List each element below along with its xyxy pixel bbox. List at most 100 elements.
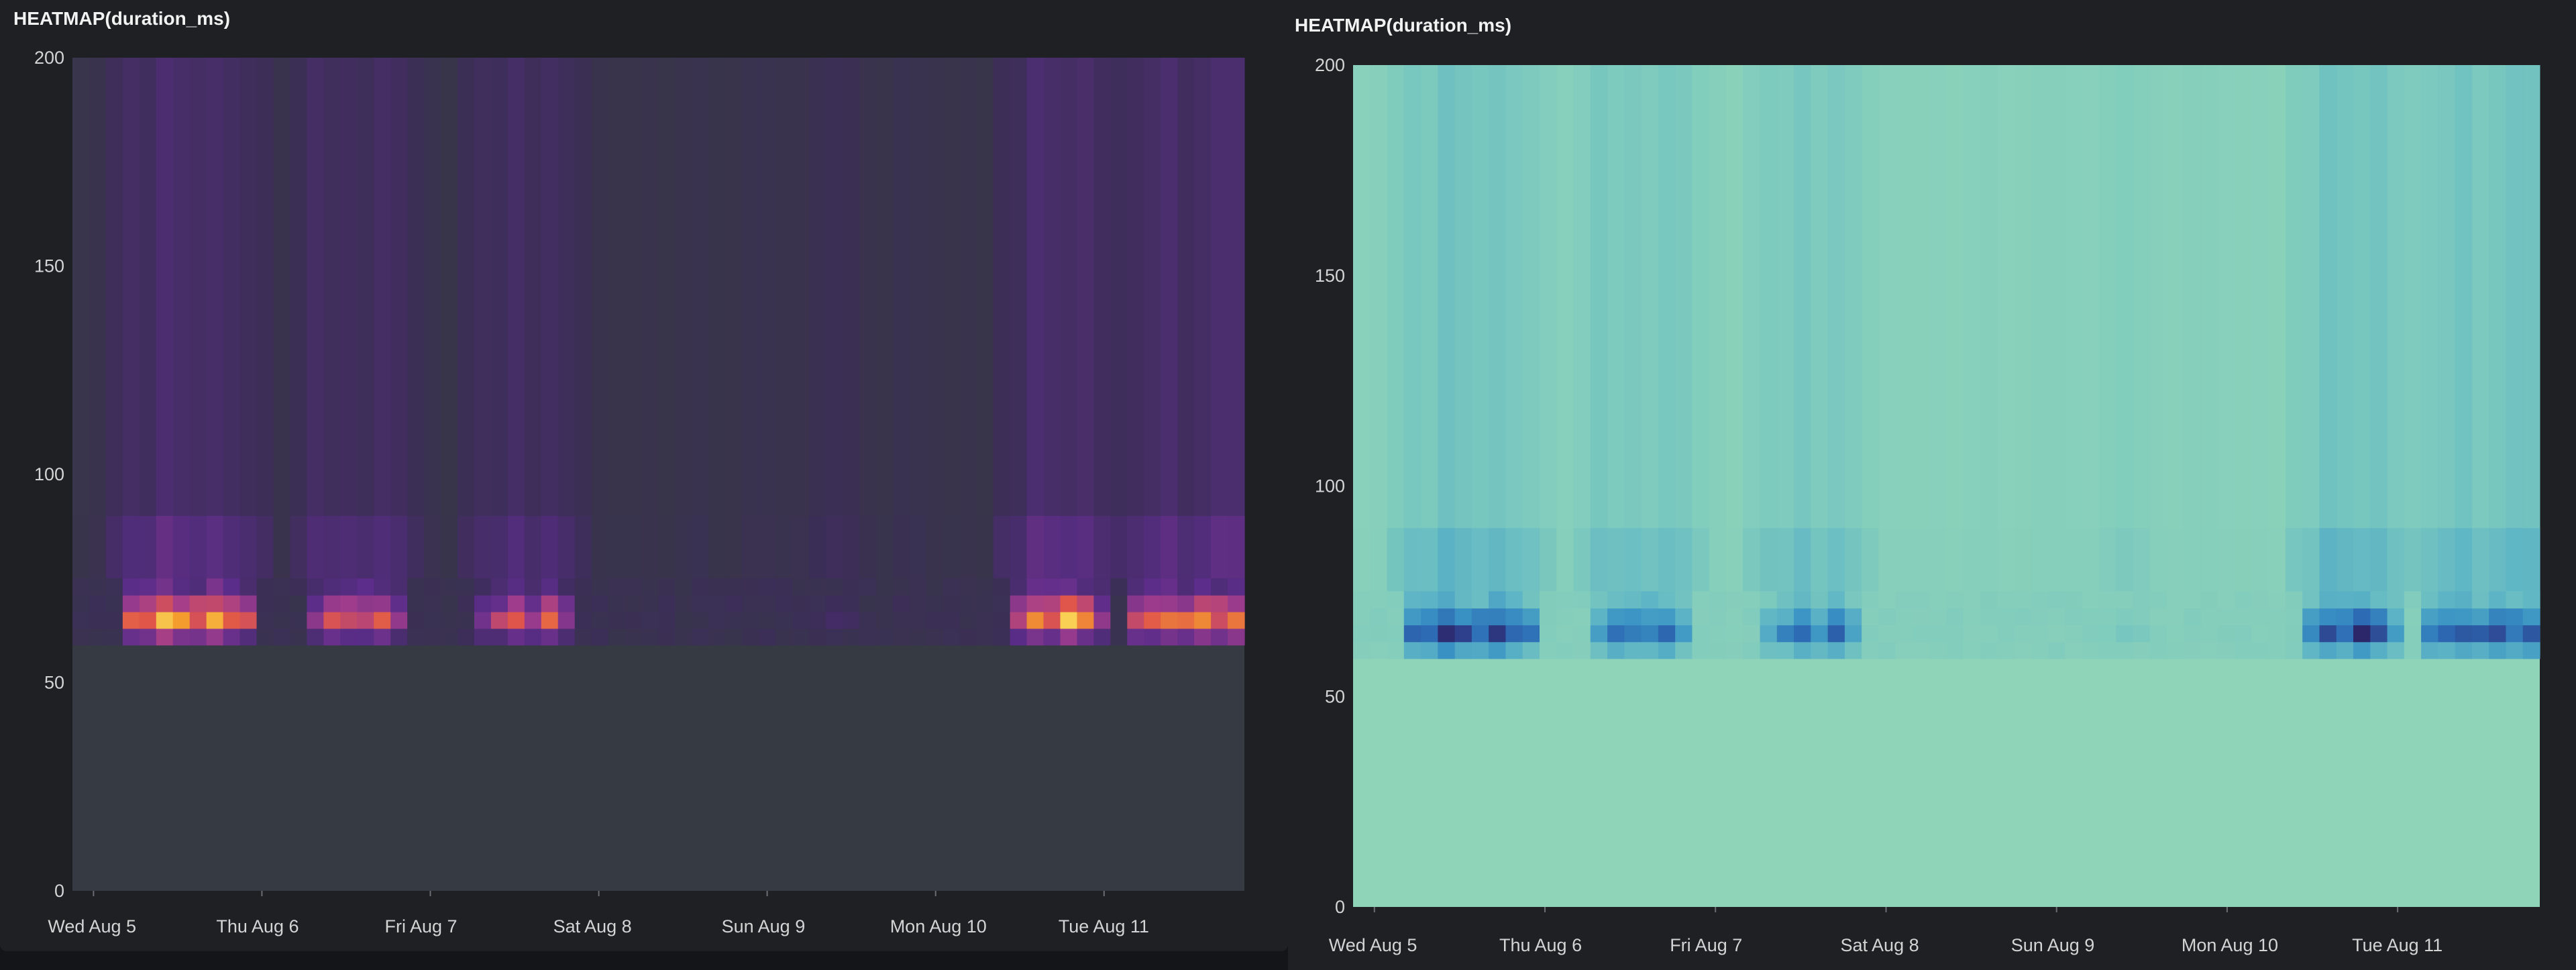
heatmap-cell[interactable] [524, 628, 542, 646]
heatmap-cell[interactable] [2387, 591, 2405, 609]
heatmap-cell[interactable] [742, 611, 759, 629]
heatmap-cell[interactable] [759, 628, 776, 646]
heatmap-cell[interactable] [374, 611, 391, 629]
heatmap-cell[interactable] [1590, 641, 1608, 659]
heatmap-cell[interactable] [323, 628, 341, 646]
heatmap-cell[interactable] [390, 611, 408, 629]
heatmap-cell[interactable] [72, 611, 90, 629]
heatmap-cell[interactable] [792, 595, 810, 612]
heatmap-cell[interactable] [574, 628, 592, 646]
heatmap-cell[interactable] [1776, 591, 1794, 609]
heatmap-cell[interactable] [1522, 608, 1540, 626]
heatmap-cell[interactable] [72, 595, 90, 612]
heatmap-cell[interactable] [809, 628, 826, 646]
heatmap-cell[interactable] [507, 578, 525, 596]
heatmap-cell[interactable] [625, 578, 643, 596]
heatmap-cell[interactable] [1692, 625, 1710, 643]
heatmap-cell[interactable] [608, 595, 626, 612]
heatmap-cell[interactable] [1489, 591, 1507, 609]
heatmap-cell[interactable] [156, 628, 174, 646]
heatmap-cell[interactable] [2285, 591, 2303, 609]
heatmap-cell[interactable] [256, 595, 274, 612]
heatmap-cell[interactable] [875, 611, 894, 629]
heatmap-cell[interactable] [105, 578, 123, 596]
heatmap-cell[interactable] [1144, 611, 1161, 629]
heatmap-cell[interactable] [1862, 608, 1880, 626]
heatmap-cell[interactable] [1573, 608, 1591, 626]
heatmap-cell[interactable] [2489, 591, 2507, 609]
heatmap-cell[interactable] [1421, 641, 1438, 659]
heatmap-cell[interactable] [641, 628, 659, 646]
heatmap-cell[interactable] [2082, 625, 2100, 643]
heatmap-cell[interactable] [725, 628, 743, 646]
heatmap-cell[interactable] [357, 595, 374, 612]
heatmap-cell[interactable] [1093, 595, 1111, 612]
heatmap-cell[interactable] [1692, 591, 1710, 609]
heatmap-cell[interactable] [424, 595, 441, 612]
heatmap-cell[interactable] [708, 628, 726, 646]
heatmap-cell[interactable] [976, 595, 994, 612]
heatmap-cell[interactable] [1658, 591, 1676, 609]
heatmap-cell[interactable] [1912, 625, 1930, 643]
heatmap-cell[interactable] [541, 595, 559, 612]
heatmap-cell[interactable] [89, 595, 107, 612]
heatmap-cell[interactable] [490, 628, 508, 646]
heatmap-cell[interactable] [2014, 641, 2032, 659]
heatmap-cell[interactable] [2421, 608, 2438, 626]
heatmap-cell[interactable] [1454, 625, 1472, 643]
heatmap-cell[interactable] [1963, 641, 1981, 659]
heatmap-cell[interactable] [2149, 625, 2167, 643]
heatmap-cell[interactable] [2268, 608, 2286, 626]
heatmap-cell[interactable] [156, 611, 174, 629]
heatmap-cell[interactable] [2235, 608, 2252, 626]
heatmap-cell[interactable] [458, 611, 475, 629]
heatmap-cell[interactable] [2133, 625, 2151, 643]
heatmap-cell[interactable] [374, 628, 391, 646]
heatmap-cell[interactable] [2082, 591, 2100, 609]
heatmap-cell[interactable] [859, 595, 877, 612]
heatmap-cell[interactable] [374, 578, 391, 596]
heatmap-cell[interactable] [340, 595, 358, 612]
heatmap-cell[interactable] [843, 595, 860, 612]
heatmap-cell[interactable] [2522, 641, 2540, 659]
heatmap-cell[interactable] [1043, 628, 1061, 646]
heatmap-cell[interactable] [1946, 608, 1964, 626]
heatmap-cell[interactable] [172, 628, 191, 646]
heatmap-cell[interactable] [1844, 625, 1862, 643]
heatmap-cell[interactable] [1641, 641, 1659, 659]
heatmap-cell[interactable] [2167, 608, 2184, 626]
heatmap-cell[interactable] [708, 595, 726, 612]
heatmap-cell[interactable] [1211, 611, 1228, 629]
heatmap-cell[interactable] [1675, 625, 1693, 643]
heatmap-cell[interactable] [1811, 591, 1829, 609]
heatmap-cell[interactable] [909, 595, 927, 612]
heatmap-cell[interactable] [641, 578, 659, 596]
heatmap-cell[interactable] [1794, 608, 1811, 626]
heatmap-cell[interactable] [1929, 625, 1947, 643]
heatmap-cell[interactable] [1387, 625, 1405, 643]
heatmap-cell[interactable] [692, 578, 709, 596]
heatmap-cell[interactable] [1963, 591, 1981, 609]
heatmap-cell[interactable] [1556, 625, 1574, 643]
heatmap-cell[interactable] [1010, 611, 1028, 629]
heatmap-cell[interactable] [993, 611, 1011, 629]
heatmap-cell[interactable] [323, 578, 341, 596]
heatmap-cell[interactable] [2336, 641, 2354, 659]
heatmap-cell[interactable] [323, 611, 341, 629]
heatmap-cell[interactable] [390, 595, 408, 612]
heatmap-cell[interactable] [2387, 625, 2405, 643]
heatmap-cell[interactable] [290, 611, 307, 629]
heatmap-cell[interactable] [809, 595, 826, 612]
heatmap-cell[interactable] [1177, 628, 1195, 646]
heatmap-cell[interactable] [424, 628, 441, 646]
heatmap-cell[interactable] [759, 595, 776, 612]
heatmap-cell[interactable] [1403, 608, 1421, 626]
heatmap-cell[interactable] [1658, 625, 1676, 643]
heatmap-cell[interactable] [2353, 608, 2371, 626]
heatmap-cell[interactable] [641, 611, 659, 629]
heatmap-cell[interactable] [122, 595, 140, 612]
heatmap-cell[interactable] [1811, 641, 1829, 659]
heatmap-cell[interactable] [239, 611, 258, 629]
heatmap-cell[interactable] [625, 595, 643, 612]
heatmap-cell[interactable] [1489, 641, 1507, 659]
